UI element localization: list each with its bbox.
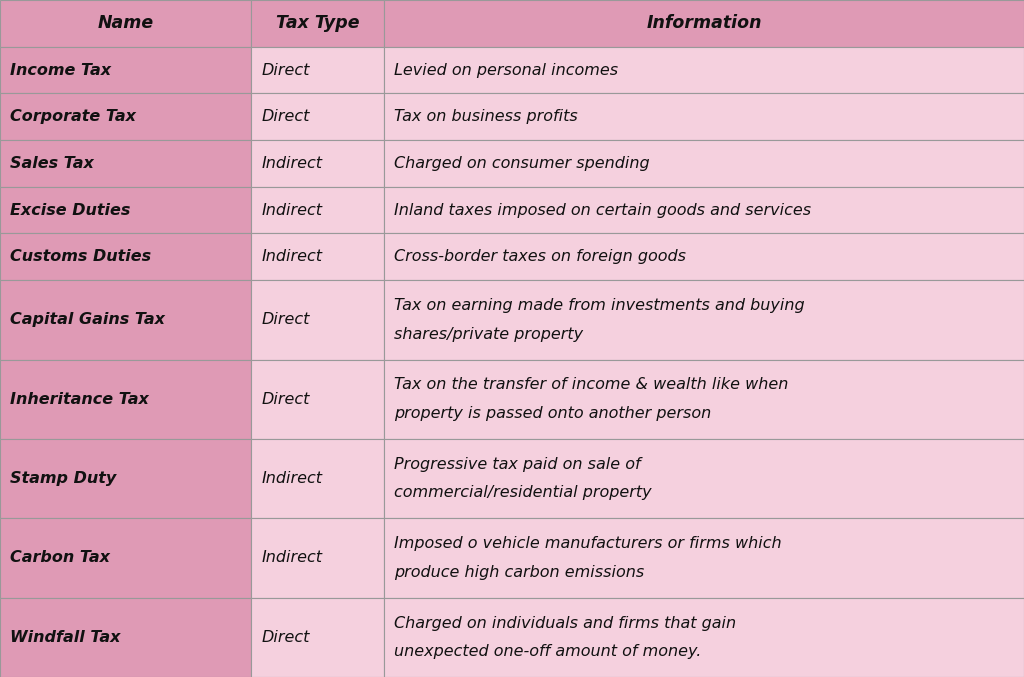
Bar (384, 0, 1024, 47)
Text: Tax on earning made from investments and buying: Tax on earning made from investments and… (394, 298, 805, 313)
Bar (0, 0, 251, 47)
Bar (251, 0, 384, 47)
Bar (0, 359, 251, 439)
Text: Stamp Duty: Stamp Duty (10, 471, 117, 486)
Bar (384, 519, 1024, 598)
Text: produce high carbon emissions: produce high carbon emissions (394, 565, 644, 580)
Bar (0, 47, 251, 93)
Text: Indirect: Indirect (261, 471, 323, 486)
Bar (251, 359, 384, 439)
Text: Sales Tax: Sales Tax (10, 156, 94, 171)
Bar (0, 439, 251, 519)
Text: Indirect: Indirect (261, 550, 323, 565)
Text: Carbon Tax: Carbon Tax (10, 550, 111, 565)
Bar (0, 519, 251, 598)
Text: Charged on individuals and firms that gain: Charged on individuals and firms that ga… (394, 615, 736, 630)
Text: Direct: Direct (261, 630, 309, 645)
Bar (0, 93, 251, 140)
Text: Tax on the transfer of income & wealth like when: Tax on the transfer of income & wealth l… (394, 377, 788, 393)
Bar (251, 519, 384, 598)
Text: Direct: Direct (261, 109, 309, 124)
Bar (251, 439, 384, 519)
Text: Information: Information (646, 14, 762, 32)
Text: Progressive tax paid on sale of: Progressive tax paid on sale of (394, 457, 641, 472)
Bar (384, 47, 1024, 93)
Text: Indirect: Indirect (261, 156, 323, 171)
Bar (251, 140, 384, 187)
Bar (0, 187, 251, 234)
Text: Income Tax: Income Tax (10, 62, 112, 78)
Text: Imposed o vehicle manufacturers or firms which: Imposed o vehicle manufacturers or firms… (394, 536, 782, 551)
Bar (251, 234, 384, 280)
Bar (251, 598, 384, 677)
Text: Excise Duties: Excise Duties (10, 202, 131, 217)
Text: Inland taxes imposed on certain goods and services: Inland taxes imposed on certain goods an… (394, 202, 811, 217)
Bar (384, 598, 1024, 677)
Text: unexpected one-off amount of money.: unexpected one-off amount of money. (394, 644, 701, 659)
Bar (0, 234, 251, 280)
Text: Charged on consumer spending: Charged on consumer spending (394, 156, 650, 171)
Bar (384, 140, 1024, 187)
Text: shares/private property: shares/private property (394, 326, 584, 342)
Bar (0, 140, 251, 187)
Bar (384, 439, 1024, 519)
Text: Direct: Direct (261, 62, 309, 78)
Bar (0, 598, 251, 677)
Bar (384, 280, 1024, 359)
Text: Indirect: Indirect (261, 249, 323, 264)
Text: Cross-border taxes on foreign goods: Cross-border taxes on foreign goods (394, 249, 686, 264)
Bar (251, 187, 384, 234)
Text: commercial/residential property: commercial/residential property (394, 485, 652, 500)
Bar (384, 187, 1024, 234)
Text: Inheritance Tax: Inheritance Tax (10, 392, 150, 407)
Text: Name: Name (97, 14, 154, 32)
Text: Levied on personal incomes: Levied on personal incomes (394, 62, 618, 78)
Bar (251, 47, 384, 93)
Bar (384, 234, 1024, 280)
Text: Customs Duties: Customs Duties (10, 249, 152, 264)
Text: property is passed onto another person: property is passed onto another person (394, 406, 712, 421)
Text: Windfall Tax: Windfall Tax (10, 630, 121, 645)
Text: Direct: Direct (261, 312, 309, 327)
Text: Corporate Tax: Corporate Tax (10, 109, 136, 124)
Text: Indirect: Indirect (261, 202, 323, 217)
Bar (251, 93, 384, 140)
Text: Tax on business profits: Tax on business profits (394, 109, 578, 124)
Bar (251, 280, 384, 359)
Bar (384, 93, 1024, 140)
Bar (384, 359, 1024, 439)
Bar (0, 280, 251, 359)
Text: Tax Type: Tax Type (275, 14, 359, 32)
Text: Capital Gains Tax: Capital Gains Tax (10, 312, 165, 327)
Text: Direct: Direct (261, 392, 309, 407)
